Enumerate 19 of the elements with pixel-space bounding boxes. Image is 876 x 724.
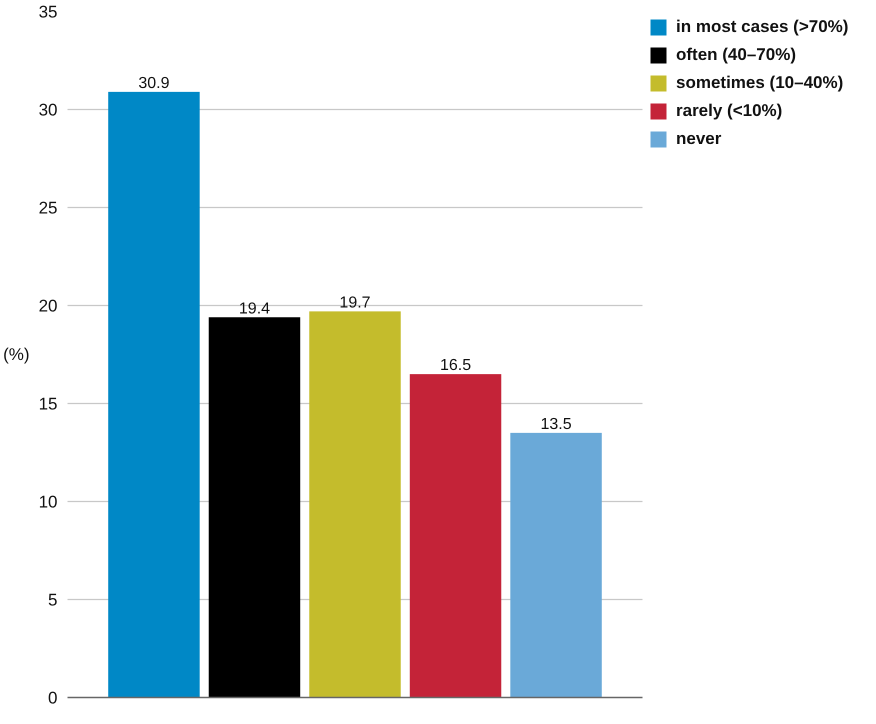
data-label: 19.4: [238, 300, 270, 318]
y-tick-label: 0: [48, 688, 58, 708]
data-label: 30.9: [138, 74, 170, 92]
legend-label: sometimes (10–40%): [676, 73, 844, 93]
y-tick-label: 15: [38, 394, 58, 414]
y-tick-label: 20: [38, 296, 58, 316]
y-tick-label: 30: [38, 100, 58, 120]
legend-label: often (40–70%): [676, 45, 796, 65]
data-label: 19.7: [339, 294, 371, 312]
legend-label: in most cases (>70%): [676, 17, 848, 37]
y-axis-title: (%): [3, 345, 30, 364]
data-label: 13.5: [540, 416, 572, 433]
data-label: 16.5: [440, 357, 472, 374]
y-tick-label: 25: [38, 198, 58, 218]
y-tick-label: 10: [38, 492, 58, 512]
y-tick-label: 5: [48, 590, 58, 610]
legend-label: never: [676, 129, 722, 149]
y-tick-label: 35: [38, 2, 58, 22]
legend-label: rarely (<10%): [676, 101, 782, 121]
